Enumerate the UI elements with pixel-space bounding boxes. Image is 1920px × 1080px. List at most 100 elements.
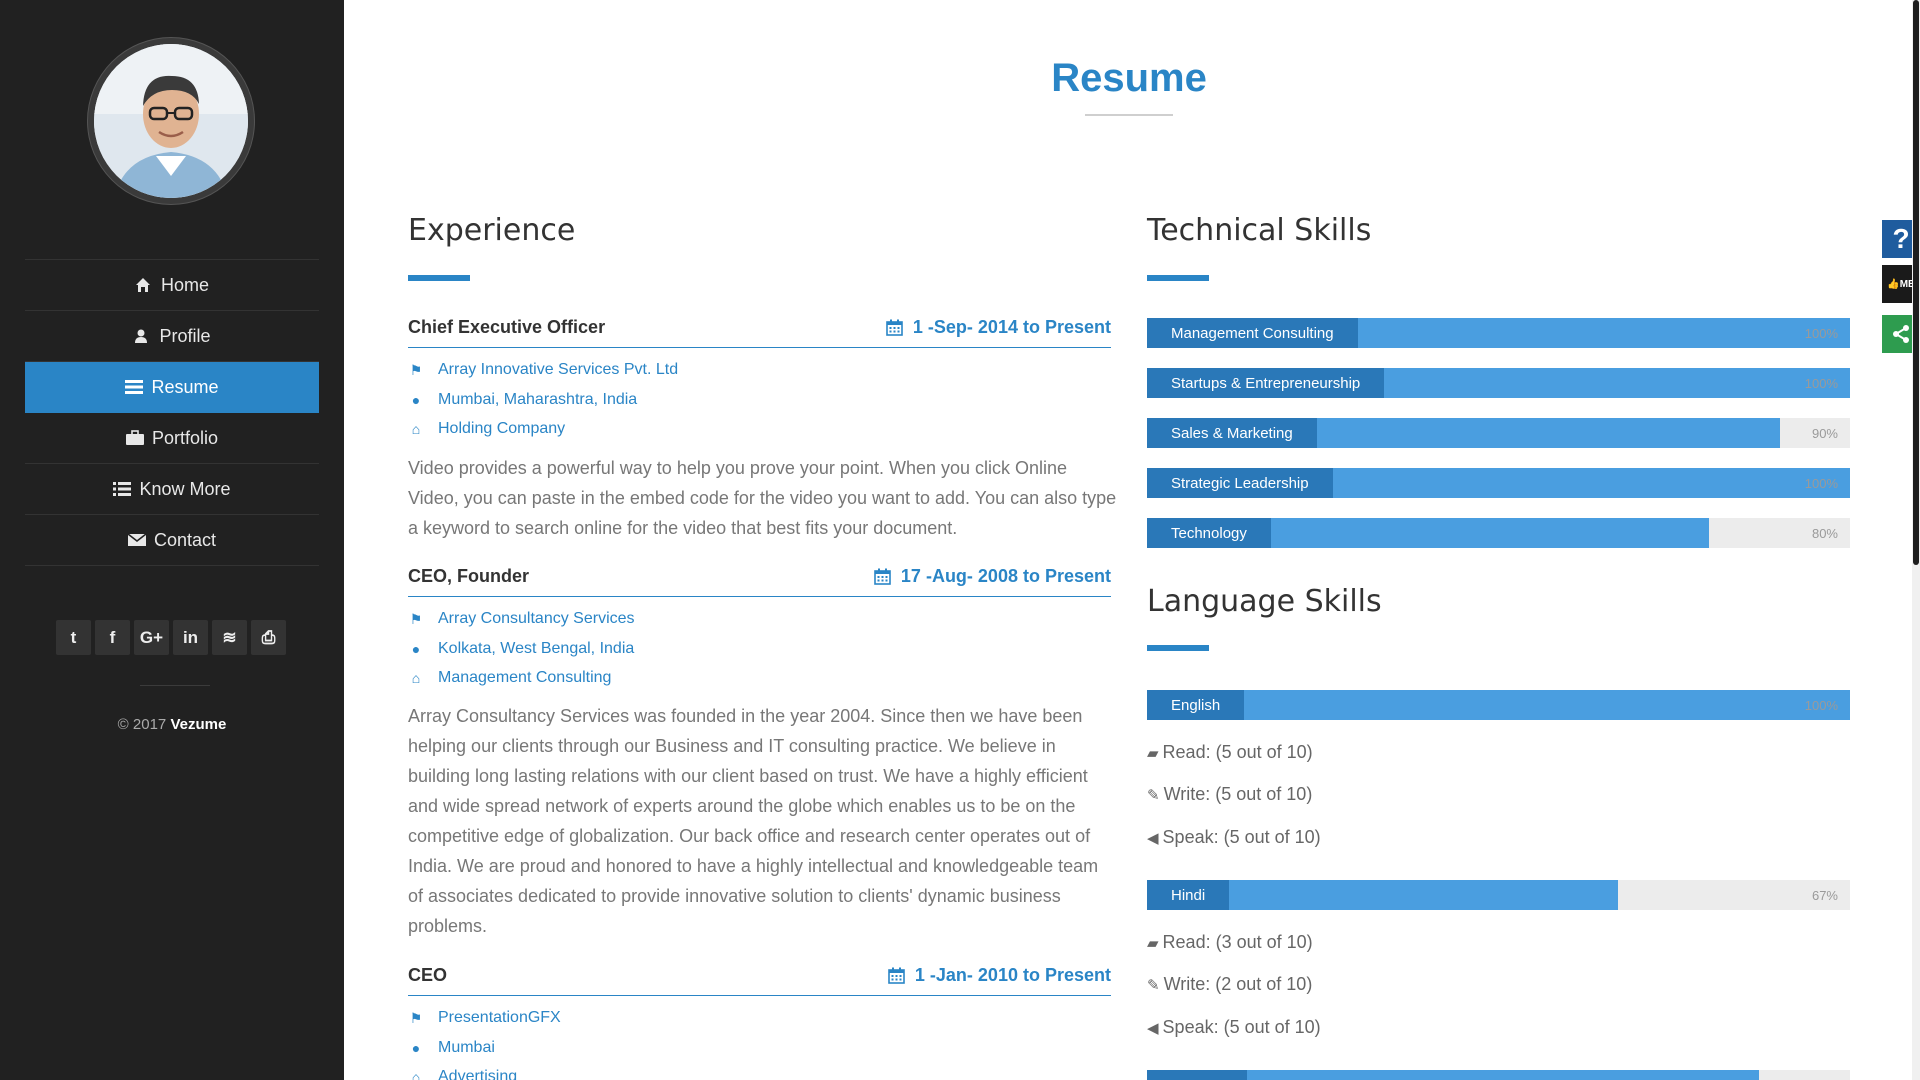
skill-bar: Management Consulting 100% bbox=[1147, 318, 1850, 348]
job-date: 1 -Jan- 2010 to Present bbox=[888, 965, 1111, 986]
experience-heading-bar bbox=[408, 275, 470, 281]
print-icon[interactable]: ⎙ bbox=[251, 620, 286, 655]
like-me-label: ME bbox=[1899, 278, 1915, 290]
twitter-icon[interactable]: t bbox=[56, 620, 91, 655]
job-location-text[interactable]: Mumbai bbox=[438, 1039, 495, 1056]
language-bar-fill bbox=[1147, 690, 1850, 720]
technical-skills-heading: Technical Skills bbox=[1147, 213, 1372, 248]
skill-bar: Startups & Entrepreneurship 100% bbox=[1147, 368, 1850, 398]
experience-heading: Experience bbox=[408, 213, 576, 248]
language-bar: English 100% bbox=[1147, 690, 1850, 720]
job-header: CEO, Founder 17 -Aug- 2008 to Present bbox=[408, 557, 1111, 597]
flag-icon: ⚑ bbox=[409, 610, 423, 627]
language-read-text: Read: (5 out of 10) bbox=[1162, 742, 1313, 762]
technical-skills-heading-bar bbox=[1147, 275, 1209, 281]
pencil-icon: ✎ bbox=[1147, 786, 1160, 804]
scrollbar-thumb[interactable] bbox=[1913, 0, 1919, 565]
briefcase-icon bbox=[125, 430, 144, 446]
nav-label-contact: Contact bbox=[153, 529, 217, 550]
job-industry: ⌂ Holding Company bbox=[408, 420, 565, 438]
language-read: ▰ Read: (3 out of 10) bbox=[1147, 932, 1313, 953]
skill-percent: 100% bbox=[1804, 375, 1838, 391]
envelope-icon bbox=[127, 532, 147, 548]
job-date-text: 1 -Sep- 2014 to Present bbox=[912, 317, 1111, 337]
flag-icon: ⚑ bbox=[409, 1009, 423, 1026]
job-header: Chief Executive Officer 1 -Sep- 2014 to … bbox=[408, 308, 1111, 348]
job-location-text[interactable]: Kolkata, West Bengal, India bbox=[438, 640, 635, 657]
rss-icon[interactable]: ≋ bbox=[212, 620, 247, 655]
main-content: Resume Experience Chief Executive Office… bbox=[344, 0, 1884, 1080]
job-company: ⚑ Array Consultancy Services bbox=[408, 610, 635, 628]
language-read-text: Read: (3 out of 10) bbox=[1162, 932, 1313, 952]
job-company-text[interactable]: PresentationGFX bbox=[438, 1009, 561, 1026]
nav-label-resume: Resume bbox=[151, 376, 219, 397]
nav-item-portfolio[interactable]: Portfolio bbox=[25, 413, 319, 464]
resume-icon bbox=[125, 379, 144, 395]
skill-name: Technology bbox=[1147, 518, 1271, 548]
job-company-text[interactable]: Array Consultancy Services bbox=[438, 610, 635, 627]
job-company-text[interactable]: Array Innovative Services Pvt. Ltd bbox=[438, 361, 679, 378]
institution-icon: ⌂ bbox=[411, 421, 421, 437]
volume-icon: ◀ bbox=[1147, 829, 1159, 847]
scrollbar[interactable] bbox=[1912, 0, 1920, 1080]
book-icon: ▰ bbox=[1147, 744, 1159, 762]
calendar-icon bbox=[874, 568, 891, 585]
institution-icon: ⌂ bbox=[411, 670, 421, 686]
map-marker-icon: ● bbox=[411, 392, 421, 408]
job-location: ● Mumbai bbox=[408, 1039, 495, 1057]
facebook-icon[interactable]: f bbox=[95, 620, 130, 655]
language-name: Hindi bbox=[1147, 880, 1230, 910]
language-speak: ◀ Speak: (5 out of 10) bbox=[1147, 827, 1321, 848]
job-company: ⚑ Array Innovative Services Pvt. Ltd bbox=[408, 361, 678, 379]
skill-name: Startups & Entrepreneurship bbox=[1147, 368, 1385, 398]
language-write: ✎ Write: (5 out of 10) bbox=[1147, 784, 1312, 805]
flag-icon: ⚑ bbox=[409, 361, 423, 378]
home-icon bbox=[135, 277, 151, 293]
avatar bbox=[88, 38, 254, 204]
google-plus-icon[interactable]: G+ bbox=[134, 620, 169, 655]
job-header: CEO 1 -Jan- 2010 to Present bbox=[408, 956, 1111, 996]
job-industry-text[interactable]: Holding Company bbox=[438, 420, 566, 437]
language-skills-heading: Language Skills bbox=[1147, 584, 1382, 619]
job-date-text: 17 -Aug- 2008 to Present bbox=[900, 566, 1111, 586]
nav-item-resume[interactable]: Resume bbox=[25, 362, 319, 413]
nav-item-home[interactable]: Home bbox=[25, 260, 319, 311]
language-write-text: Write: (5 out of 10) bbox=[1163, 784, 1313, 804]
job-location-text[interactable]: Mumbai, Maharashtra, India bbox=[438, 391, 638, 408]
user-icon bbox=[133, 328, 149, 344]
job-date-text: 1 -Jan- 2010 to Present bbox=[914, 965, 1111, 985]
copyright-brand[interactable]: Vezume bbox=[170, 716, 227, 733]
job-industry-text[interactable]: Management Consulting bbox=[438, 669, 612, 686]
skill-percent: 90% bbox=[1811, 425, 1838, 441]
job-industry: ⌂ Advertising bbox=[408, 1068, 517, 1080]
skill-name: Strategic Leadership bbox=[1147, 468, 1333, 498]
skill-bar: Technology 80% bbox=[1147, 518, 1850, 548]
language-speak-text: Speak: (5 out of 10) bbox=[1162, 827, 1321, 847]
linkedin-icon[interactable]: in bbox=[173, 620, 208, 655]
book-icon: ▰ bbox=[1147, 934, 1159, 952]
language-speak: ◀ Speak: (5 out of 10) bbox=[1147, 1017, 1321, 1038]
job-date: 1 -Sep- 2014 to Present bbox=[886, 317, 1111, 338]
skill-percent: 80% bbox=[1811, 525, 1838, 541]
language-bar-fill bbox=[1147, 1070, 1759, 1080]
nav-item-contact[interactable]: Contact bbox=[25, 515, 319, 566]
page-title: Resume bbox=[1051, 56, 1207, 100]
language-bar bbox=[1147, 1070, 1850, 1080]
skill-percent: 100% bbox=[1804, 325, 1838, 341]
thumbs-up-icon: 👍 bbox=[1887, 278, 1900, 290]
institution-icon: ⌂ bbox=[411, 1069, 421, 1080]
nav-item-profile[interactable]: Profile bbox=[25, 311, 319, 362]
calendar-icon bbox=[886, 319, 903, 336]
volume-icon: ◀ bbox=[1147, 1019, 1159, 1037]
job-industry: ⌂ Management Consulting bbox=[408, 669, 612, 687]
job-industry-text[interactable]: Advertising bbox=[438, 1068, 518, 1080]
calendar-icon bbox=[888, 967, 905, 984]
job-location: ● Kolkata, West Bengal, India bbox=[408, 640, 635, 658]
map-marker-icon: ● bbox=[411, 1040, 421, 1056]
job-description: Array Consultancy Services was founded i… bbox=[408, 706, 1099, 936]
language-speak-text: Speak: (5 out of 10) bbox=[1162, 1017, 1321, 1037]
nav-item-know-more[interactable]: Know More bbox=[25, 464, 319, 515]
language-write-text: Write: (2 out of 10) bbox=[1163, 974, 1313, 994]
skill-bar: Sales & Marketing 90% bbox=[1147, 418, 1850, 448]
language-read: ▰ Read: (5 out of 10) bbox=[1147, 742, 1313, 763]
